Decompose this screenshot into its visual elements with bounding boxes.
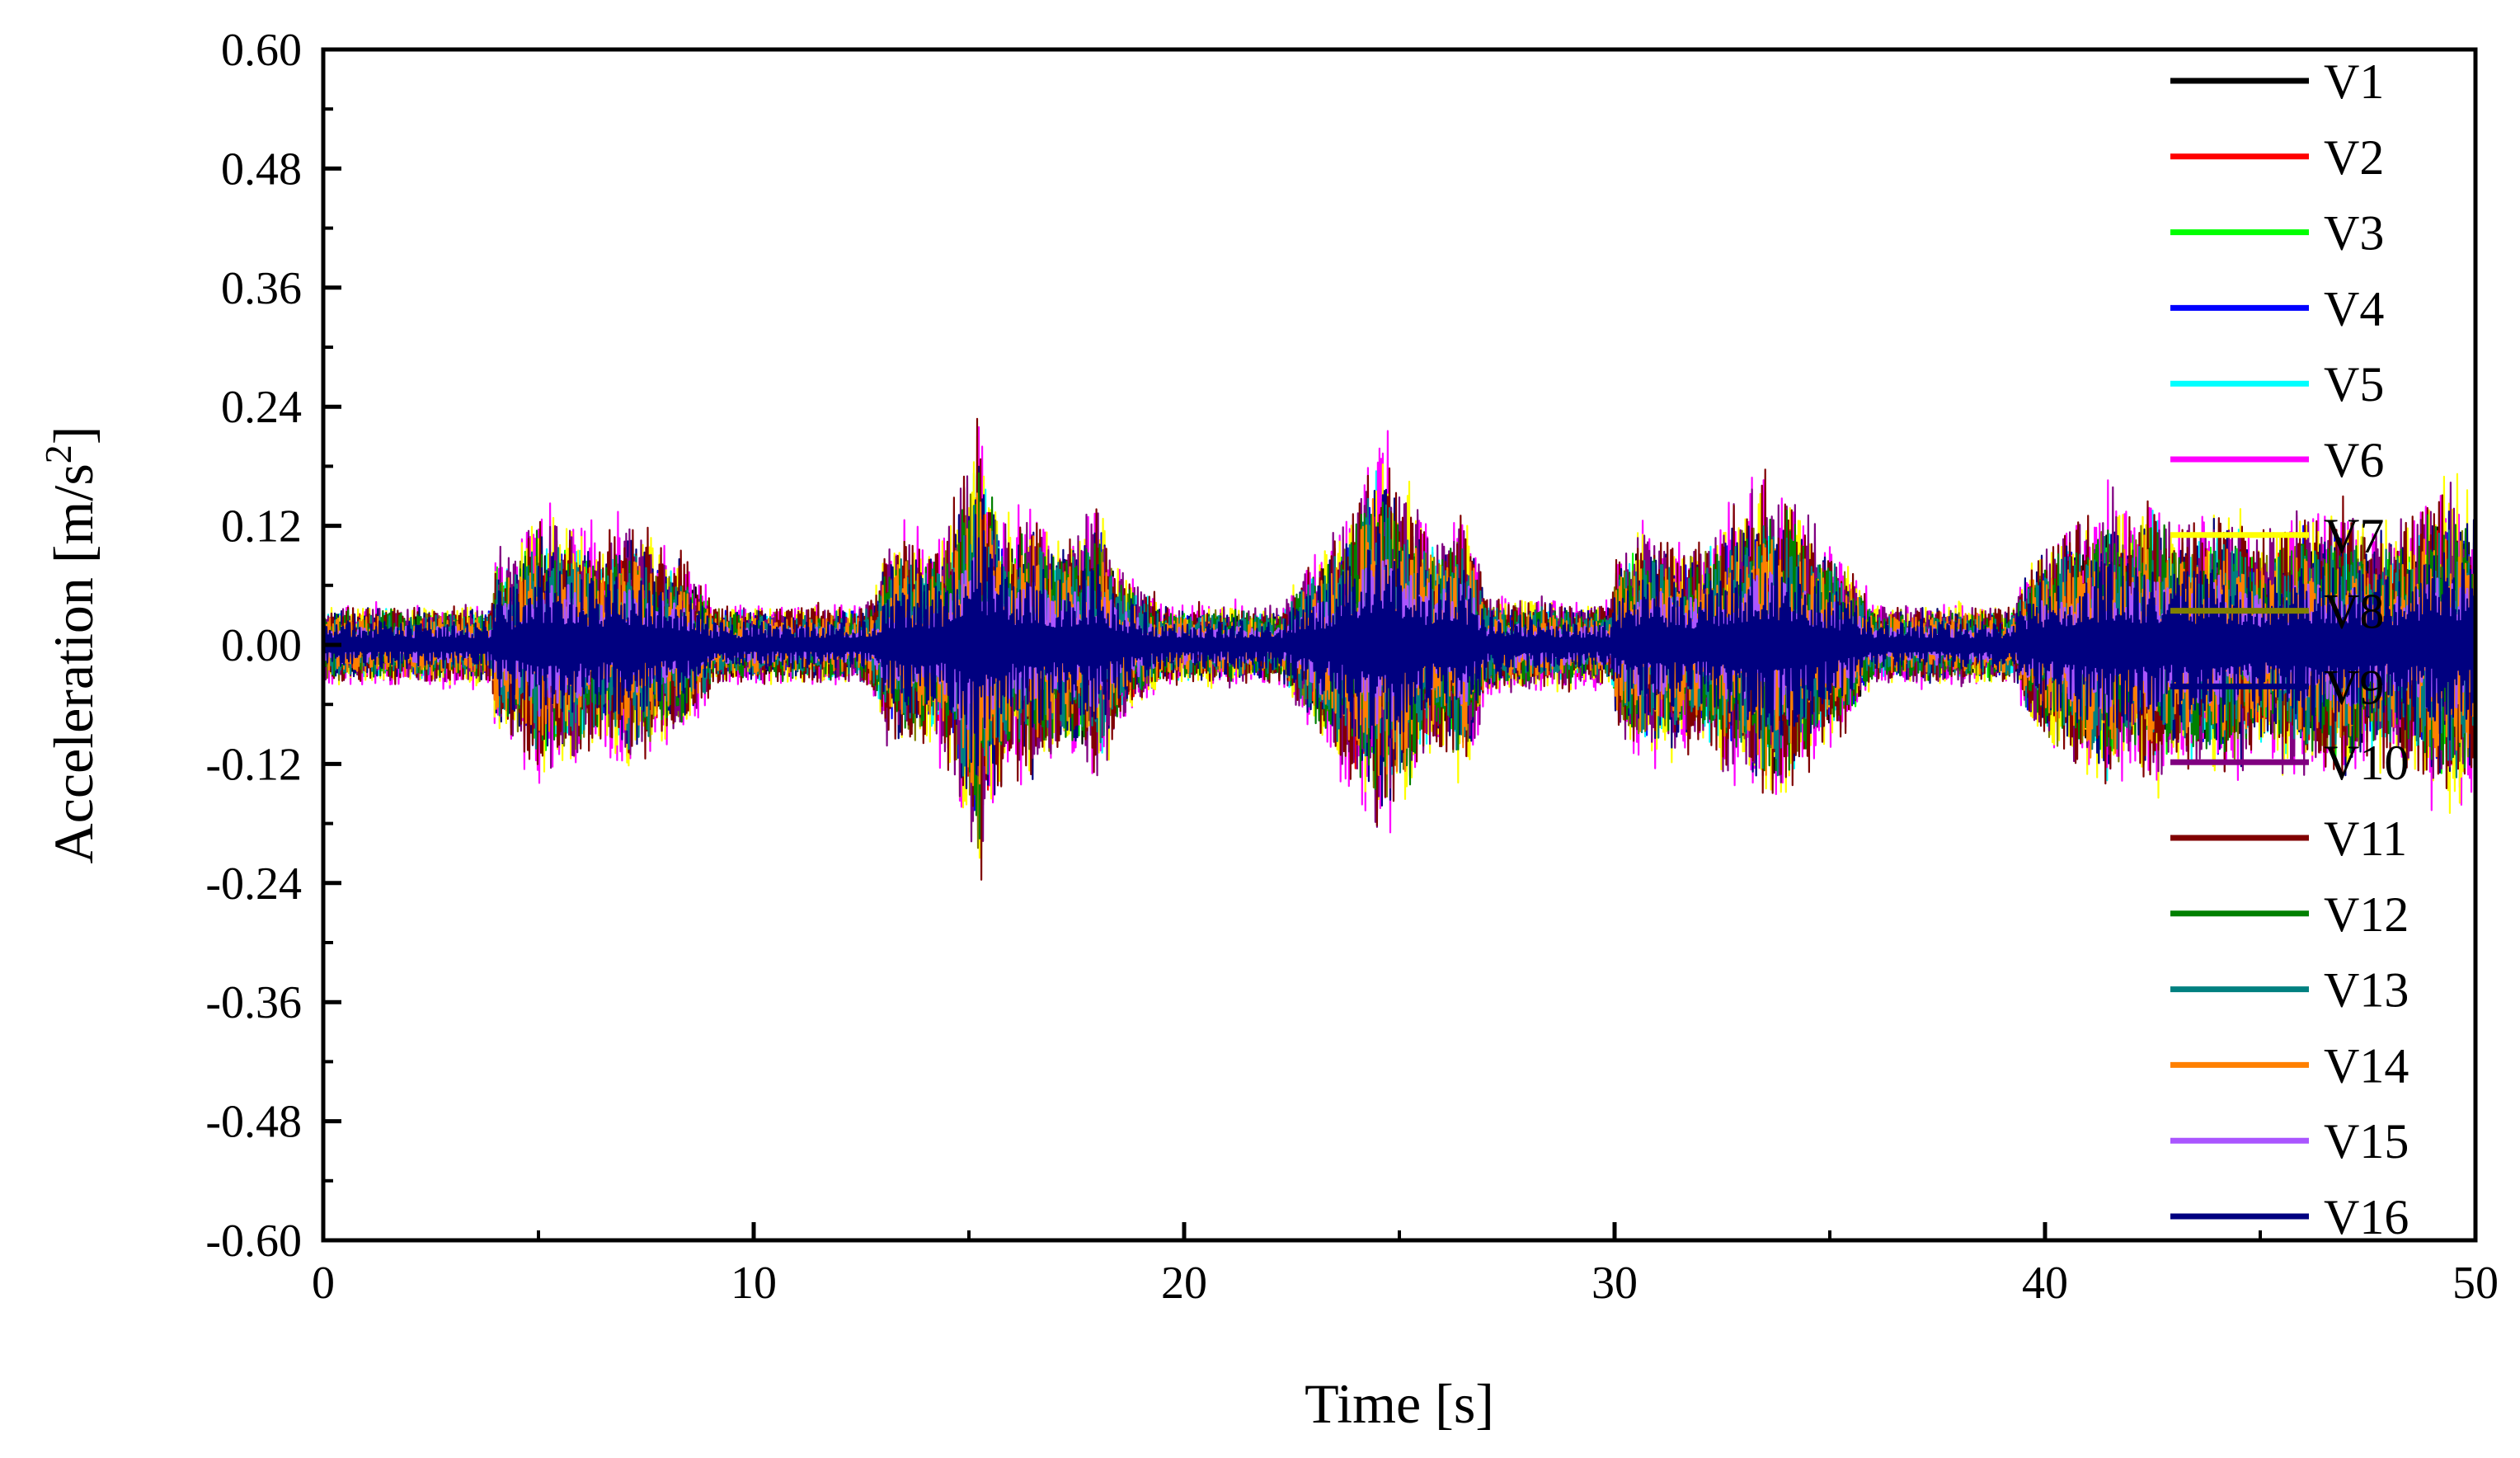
y-tick-label: -0.24 xyxy=(205,858,302,910)
x-axis-title: Time [s] xyxy=(1305,1372,1494,1435)
legend-item-v13: V13 xyxy=(2170,963,2409,1018)
x-tick-label: 20 xyxy=(1161,1258,1207,1309)
legend-item-v9: V9 xyxy=(2170,660,2384,714)
y-tick-label: -0.12 xyxy=(205,739,302,790)
legend-label: V8 xyxy=(2324,585,2384,639)
legend-item-v15: V15 xyxy=(2170,1114,2409,1169)
legend-label: V1 xyxy=(2324,54,2384,109)
y-tick-label: -0.48 xyxy=(205,1097,302,1148)
legend-item-v4: V4 xyxy=(2170,281,2384,336)
y-tick-label: -0.36 xyxy=(205,977,302,1028)
x-tick-label: 40 xyxy=(2022,1258,2068,1309)
y-tick-label: 0.48 xyxy=(221,143,302,195)
legend: V1 V2 V3 V4 V5 V6 V7 V8 V9 V10 V11 V12 V13 V14 V15 V16 xyxy=(2170,54,2409,1244)
legend-item-v8: V8 xyxy=(2170,585,2384,639)
x-tick-label: 10 xyxy=(731,1258,777,1309)
x-tick-label: 0 xyxy=(312,1258,335,1309)
legend-item-v16: V16 xyxy=(2170,1190,2409,1244)
legend-label: V9 xyxy=(2324,660,2384,714)
y-tick-label: 0.60 xyxy=(221,25,302,76)
legend-label: V15 xyxy=(2324,1114,2409,1169)
y-axis-title-main: Acceleration [m/s xyxy=(42,463,105,863)
legend-label: V14 xyxy=(2324,1038,2409,1093)
legend-label: V4 xyxy=(2324,281,2384,336)
legend-label: V16 xyxy=(2324,1190,2409,1244)
y-tick-label: 0.00 xyxy=(221,620,302,671)
legend-label: V2 xyxy=(2324,130,2384,185)
legend-item-v3: V3 xyxy=(2170,206,2384,261)
legend-item-v2: V2 xyxy=(2170,130,2384,185)
legend-item-v1: V1 xyxy=(2170,54,2384,109)
y-axis-title: Acceleration [m/s2] xyxy=(37,426,105,864)
legend-item-v7: V7 xyxy=(2170,509,2384,563)
legend-item-v12: V12 xyxy=(2170,887,2409,942)
legend-item-v5: V5 xyxy=(2170,357,2384,412)
series-line-v16 xyxy=(322,514,2477,775)
x-tick-label: 30 xyxy=(1591,1258,1638,1309)
legend-label: V5 xyxy=(2324,357,2384,412)
y-axis-title-superscript: 2 xyxy=(37,444,79,463)
legend-item-v11: V11 xyxy=(2170,811,2407,866)
legend-label: V7 xyxy=(2324,509,2384,563)
y-tick-label: 0.12 xyxy=(221,501,302,553)
y-tick-label: 0.24 xyxy=(221,382,302,433)
legend-label: V3 xyxy=(2324,206,2384,261)
y-axis-title-close: ] xyxy=(42,426,105,445)
x-tick-label: 50 xyxy=(2452,1258,2499,1309)
axis-ticks: 0 10 20 30 40 50 0.60 0.48 0.36 0.24 0.12 0.00 -0.12… xyxy=(205,25,2499,1309)
legend-label: V12 xyxy=(2324,887,2409,942)
y-tick-label: -0.60 xyxy=(205,1216,302,1267)
legend-label: V13 xyxy=(2324,963,2409,1018)
legend-item-v6: V6 xyxy=(2170,433,2384,487)
legend-label: V6 xyxy=(2324,433,2384,487)
legend-label: V11 xyxy=(2324,811,2407,866)
series-traces xyxy=(322,417,2477,881)
legend-item-v10: V10 xyxy=(2170,736,2409,790)
legend-label: V10 xyxy=(2324,736,2409,790)
y-tick-label: 0.36 xyxy=(221,263,302,314)
legend-item-v14: V14 xyxy=(2170,1038,2409,1093)
